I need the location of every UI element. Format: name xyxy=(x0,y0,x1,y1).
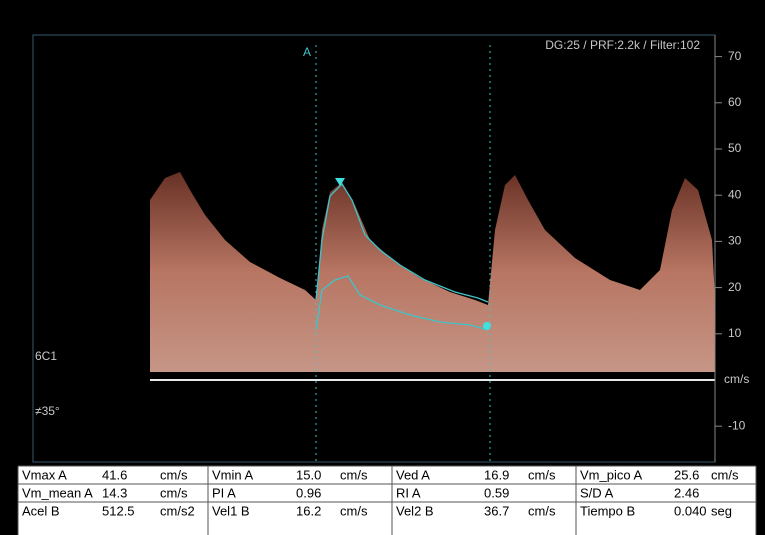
settings: DG:25 / PRF:2.2k / Filter:102 xyxy=(545,38,700,52)
cell-label: Vmin A xyxy=(212,467,254,482)
cell-value: 0.040 xyxy=(674,503,707,518)
probe-label: 6C1 xyxy=(35,349,57,363)
measurement-table: Vmax A 41.6 cm/s Vmin A 15.0 cm/s Ved A 16.9 cm/… xyxy=(17,465,757,535)
cell-label: RI A xyxy=(396,485,421,500)
tick-label: 30 xyxy=(728,234,742,248)
cell-value: 15.0 xyxy=(296,467,321,482)
cell-label: Vmax A xyxy=(22,467,67,482)
cell-value: 25.6 xyxy=(674,467,699,482)
cell-unit: cm/s2 xyxy=(160,503,195,518)
cell-label: Vm_mean A xyxy=(22,485,93,500)
cell-unit: seg xyxy=(711,503,732,518)
envelope-trace xyxy=(315,182,489,303)
cursor-label: A xyxy=(303,45,311,59)
cell-label: Tiempo B xyxy=(580,503,635,518)
cell-value: 14.3 xyxy=(102,485,127,500)
cell-unit: cm/s xyxy=(160,467,188,482)
angle-label: ≠35° xyxy=(35,404,60,418)
cell-value: 41.6 xyxy=(102,467,127,482)
cell-unit: cm/s xyxy=(340,467,368,482)
peak-marker xyxy=(335,178,345,186)
cell-label: Vm_pico A xyxy=(580,467,642,482)
cell-label: Vel2 B xyxy=(396,503,434,518)
tick-label: 70 xyxy=(728,49,742,63)
tick-label: 20 xyxy=(728,280,742,294)
cell-value: 16.9 xyxy=(484,467,509,482)
cell-unit: cm/s xyxy=(528,503,556,518)
tick-label: 50 xyxy=(728,141,742,155)
cell-value: 16.2 xyxy=(296,503,321,518)
cell-value: 0.96 xyxy=(296,485,321,500)
cell-label: PI A xyxy=(212,485,236,500)
cell-value: 36.7 xyxy=(484,503,509,518)
cell-value: 512.5 xyxy=(102,503,135,518)
tick-label: 40 xyxy=(728,187,742,201)
cell-label: Ved A xyxy=(396,467,430,482)
cell-unit: cm/s xyxy=(711,467,739,482)
axis-unit: cm/s xyxy=(724,372,749,386)
cell-value: 2.46 xyxy=(674,485,699,500)
cell-label: Acel B xyxy=(22,503,60,518)
end-marker xyxy=(483,322,491,330)
cell-unit: cm/s xyxy=(528,467,556,482)
doppler-spectrum xyxy=(150,172,715,372)
mean-trace xyxy=(315,275,489,331)
cell-unit: cm/s xyxy=(160,485,188,500)
cell-unit: cm/s xyxy=(340,503,368,518)
cell-label: S/D A xyxy=(580,485,614,500)
tick-label: -10 xyxy=(728,418,746,432)
tick-label: 10 xyxy=(728,326,742,340)
cell-label: Vel1 B xyxy=(212,503,250,518)
cell-value: 0.59 xyxy=(484,485,509,500)
table-background xyxy=(18,466,756,535)
tick-label: 60 xyxy=(728,95,742,109)
